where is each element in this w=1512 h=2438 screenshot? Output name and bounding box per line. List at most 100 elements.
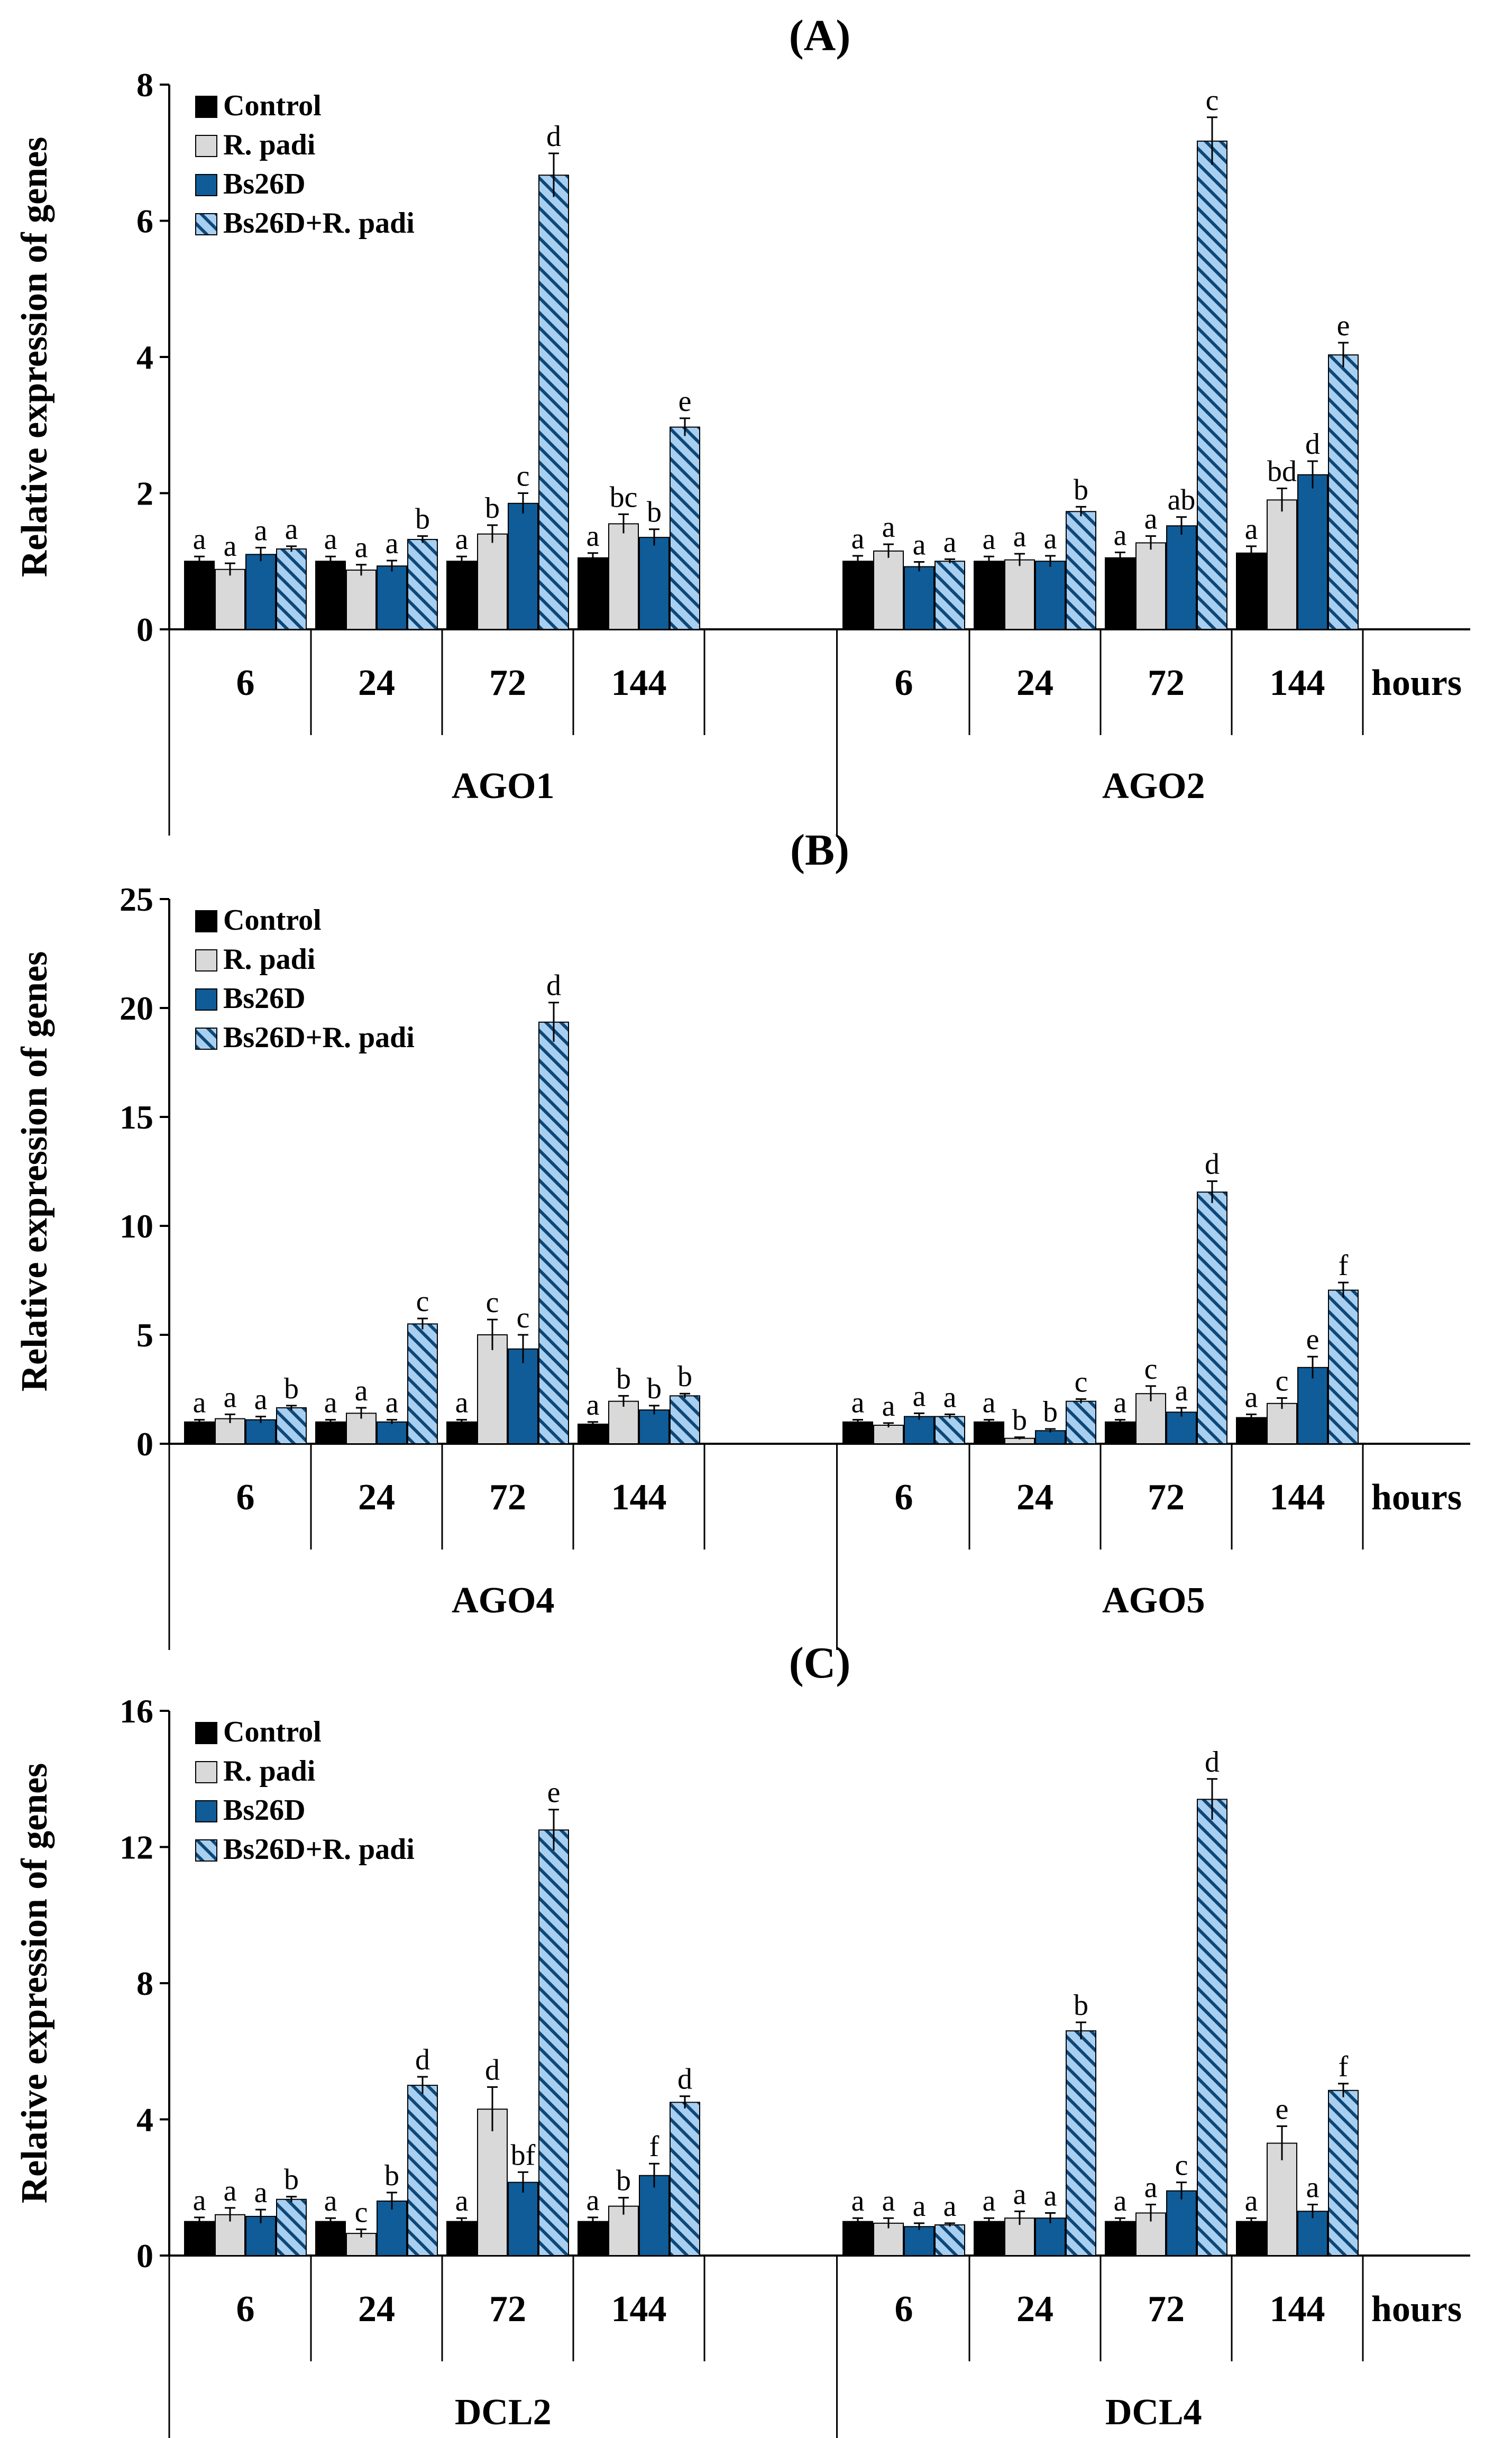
legend-label-bs26d-r-padi: Bs26D+R. padi xyxy=(223,207,415,240)
significance-letter: b xyxy=(616,1362,631,1395)
bar-r-padi xyxy=(477,2109,508,2256)
significance-letter: a xyxy=(324,2185,337,2217)
bar-bs26d-r-padi xyxy=(670,2102,700,2256)
significance-letter: c xyxy=(416,1285,429,1318)
significance-letter: f xyxy=(1339,2050,1349,2083)
bar-control xyxy=(1236,1417,1267,1445)
significance-letter: c xyxy=(355,2196,368,2229)
significance-letter: a xyxy=(587,2184,600,2217)
significance-letter: c xyxy=(1276,1364,1289,1397)
bar-bs26d-r-padi xyxy=(1197,140,1227,630)
significance-letter: f xyxy=(1339,1249,1349,1282)
significance-letter: a xyxy=(943,2190,957,2223)
bar-bs26d-r-padi xyxy=(276,1407,307,1445)
bar-control xyxy=(1236,552,1267,630)
bar-bs26d-r-padi xyxy=(1328,354,1359,630)
significance-letter: b xyxy=(647,1372,662,1405)
significance-letter: a xyxy=(285,513,298,546)
significance-letter: d xyxy=(1305,428,1320,461)
significance-letter: b xyxy=(1043,1396,1058,1428)
bar-control xyxy=(842,2221,873,2256)
significance-letter: a xyxy=(851,2185,865,2217)
bar-bs26d-r-padi xyxy=(407,2085,438,2256)
bar-r-padi xyxy=(873,2222,904,2256)
significance-letter: d xyxy=(546,120,561,153)
bar-bs26d xyxy=(1297,474,1328,630)
significance-letter: a xyxy=(851,523,865,555)
timepoint-label: 24 xyxy=(358,1477,395,1518)
bar-bs26d xyxy=(1166,525,1197,630)
significance-letter: a xyxy=(882,511,895,544)
legend-label-control: Control xyxy=(223,89,322,122)
panel-title: (B) xyxy=(790,826,849,875)
bar-bs26d xyxy=(245,1419,276,1444)
significance-letter: a xyxy=(1245,2185,1258,2217)
timepoint-label: 72 xyxy=(1148,663,1185,703)
significance-letter: a xyxy=(455,523,469,556)
bar-r-padi xyxy=(1267,2142,1297,2256)
y-tick-label: 6 xyxy=(136,203,153,240)
legend-swatch-r-padi xyxy=(195,1761,217,1783)
bar-bs26d xyxy=(245,2215,276,2256)
gene-label-dcl2: DCL2 xyxy=(455,2392,552,2433)
significance-letter: c xyxy=(1144,1353,1158,1386)
bar-bs26d-r-padi xyxy=(670,426,700,630)
significance-letter: c xyxy=(1075,1366,1088,1399)
bar-bs26d xyxy=(508,502,538,630)
bar-r-padi xyxy=(608,1400,639,1444)
bar-control xyxy=(578,557,608,630)
gene-label-ago2: AGO2 xyxy=(1102,766,1205,806)
bar-bs26d-r-padi xyxy=(1197,1799,1227,2256)
y-tick-label: 8 xyxy=(136,1965,153,2002)
significance-letter: a xyxy=(1245,513,1258,546)
timepoint-label: 144 xyxy=(611,2289,667,2330)
bar-bs26d-r-padi xyxy=(934,2224,965,2256)
panel-c: (C) 0 4 8 12 16 Relative expression of genes 6 2… xyxy=(14,1638,1470,2438)
legend-label-bs26d-r-padi: Bs26D+R. padi xyxy=(223,1021,415,1054)
significance-letter: c xyxy=(1206,84,1219,117)
significance-letter: a xyxy=(1144,503,1158,536)
significance-letter: a xyxy=(254,515,268,547)
significance-letter: e xyxy=(547,1776,561,1809)
significance-letter: d xyxy=(415,2043,430,2076)
y-tick-label: 10 xyxy=(120,1207,153,1245)
legend-swatch-control xyxy=(195,910,217,932)
timepoint-label: 72 xyxy=(489,663,526,703)
bar-r-padi xyxy=(1267,1403,1297,1445)
timepoint-label: 72 xyxy=(1148,1477,1185,1518)
legend-label-control: Control xyxy=(223,1716,322,1748)
significance-letter: a xyxy=(851,1387,865,1419)
significance-letter: a xyxy=(193,1387,206,1419)
bar-bs26d xyxy=(508,2182,538,2256)
significance-letter: a xyxy=(254,1383,268,1416)
bar-r-padi xyxy=(1004,559,1035,630)
significance-letter: bf xyxy=(511,2139,536,2171)
bar-control xyxy=(578,1423,608,1444)
bar-control xyxy=(1105,2221,1135,2256)
significance-letter: a xyxy=(983,1387,996,1419)
significance-letter: c xyxy=(517,1302,530,1334)
timepoint-label: 6 xyxy=(895,1477,913,1518)
bar-r-padi xyxy=(1267,499,1297,630)
significance-letter: a xyxy=(224,2175,237,2207)
bar-bs26d xyxy=(377,565,407,630)
y-tick-label: 12 xyxy=(120,1829,153,1866)
significance-letter: b xyxy=(284,1372,299,1405)
significance-letter: a xyxy=(355,1374,368,1407)
timepoint-label: 72 xyxy=(489,1477,526,1518)
bar-control xyxy=(974,561,1004,630)
bar-bs26d xyxy=(1035,1430,1066,1445)
bar-r-padi xyxy=(1135,542,1166,630)
significance-letter: a xyxy=(455,2185,469,2217)
y-tick-label: 4 xyxy=(136,338,153,376)
bar-bs26d-r-padi xyxy=(1066,511,1096,630)
bar-bs26d-r-padi xyxy=(538,1829,569,2256)
legend-swatch-bs26d-r-padi xyxy=(195,1028,217,1050)
significance-letter: c xyxy=(1175,2149,1188,2182)
significance-letter: a xyxy=(193,2184,206,2217)
bar-bs26d xyxy=(904,1416,934,1444)
bar-r-padi xyxy=(346,569,377,630)
legend-label-bs26d-r-padi: Bs26D+R. padi xyxy=(223,1833,415,1866)
bar-bs26d xyxy=(639,2175,670,2256)
legend-swatch-bs26d-r-padi xyxy=(195,1839,217,1862)
